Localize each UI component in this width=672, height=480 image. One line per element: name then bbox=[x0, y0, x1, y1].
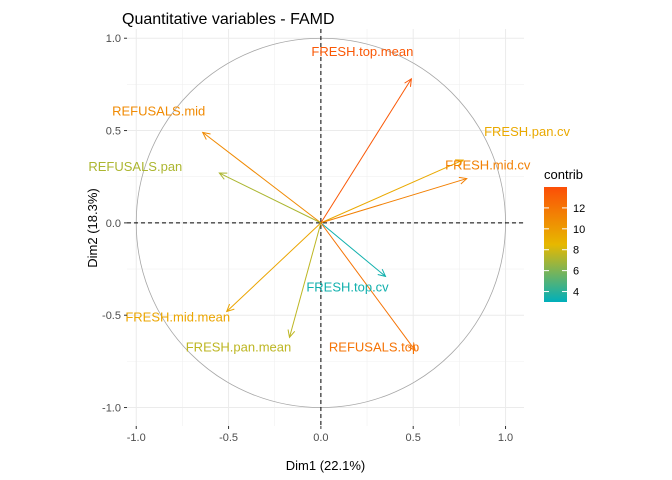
variable-label: FRESH.top.mean bbox=[311, 44, 413, 59]
panel-background bbox=[127, 29, 524, 426]
variable-arrowhead bbox=[377, 268, 387, 278]
variable-arrow bbox=[320, 222, 386, 277]
variable-arrow bbox=[226, 222, 322, 312]
legend-ticks: 4 6 8 10 12 bbox=[544, 203, 585, 299]
x-axis-title: Dim1 (22.1%) bbox=[286, 458, 365, 473]
variable-label: REFUSALS.mid bbox=[112, 103, 205, 118]
legend-tick-label: 10 bbox=[573, 224, 585, 236]
y-axis: -1.0 -0.5 0.0 0.5 1.0 bbox=[102, 33, 127, 415]
variable-arrowhead bbox=[458, 176, 468, 185]
plot-panel: FRESH.top.mean REFUSALS.mid FRESH.pan.cv FR… bbox=[88, 29, 571, 426]
variable-arrowhead bbox=[225, 303, 235, 313]
x-axis: -1.0 -0.5 0.0 0.5 1.0 bbox=[127, 426, 513, 444]
y-axis-title: Dim2 (18.3%) bbox=[85, 188, 100, 267]
contrib-legend: contrib 4 6 8 10 12 bbox=[544, 167, 585, 302]
variable-arrow bbox=[320, 178, 467, 224]
y-tick-label: -1.0 bbox=[102, 403, 121, 415]
y-tick-label: -0.5 bbox=[102, 310, 121, 322]
variable-arrow bbox=[219, 172, 322, 224]
variable-label: REFUSALS.pan bbox=[88, 159, 182, 174]
variable-arrow bbox=[320, 222, 416, 351]
variable-arrowhead bbox=[201, 131, 211, 140]
variable-label: REFUSALS.top bbox=[329, 339, 419, 354]
legend-tick-label: 6 bbox=[573, 266, 579, 278]
x-tick-label: 0.5 bbox=[406, 432, 421, 444]
legend-tick-label: 8 bbox=[573, 245, 579, 257]
variable-label: FRESH.top.cv bbox=[306, 279, 389, 294]
variable-label: FRESH.pan.mean bbox=[186, 339, 292, 354]
y-tick-label: 1.0 bbox=[106, 33, 121, 45]
variable-arrow bbox=[320, 159, 464, 224]
variable-arrow bbox=[289, 222, 322, 338]
legend-title: contrib bbox=[544, 167, 583, 182]
variable-arrow bbox=[320, 78, 412, 224]
x-tick-label: 0.0 bbox=[313, 432, 328, 444]
variable-label: FRESH.mid.mean bbox=[125, 310, 230, 325]
legend-colorbar bbox=[544, 187, 567, 302]
variable-label: FRESH.mid.cv bbox=[445, 158, 531, 173]
variable-arrowhead bbox=[404, 77, 412, 87]
variable-label: FRESH.pan.cv bbox=[484, 124, 570, 139]
chart-title: Quantitative variables - FAMD bbox=[122, 11, 335, 28]
variable-arrowhead bbox=[455, 159, 465, 167]
x-tick-label: -1.0 bbox=[127, 432, 146, 444]
x-tick-label: -0.5 bbox=[219, 432, 238, 444]
variable-arrows bbox=[201, 77, 468, 352]
variable-arrowhead bbox=[218, 172, 228, 180]
y-tick-label: 0.0 bbox=[106, 218, 121, 230]
x-tick-label: 1.0 bbox=[498, 432, 513, 444]
variable-arrow bbox=[202, 132, 322, 224]
legend-tick-label: 12 bbox=[573, 203, 585, 215]
variable-arrowhead bbox=[407, 342, 416, 352]
variable-labels: FRESH.top.mean REFUSALS.mid FRESH.pan.cv FR… bbox=[88, 44, 570, 355]
legend-tick-label: 4 bbox=[573, 287, 579, 299]
y-tick-label: 0.5 bbox=[106, 126, 121, 138]
variable-arrowhead bbox=[287, 329, 296, 339]
